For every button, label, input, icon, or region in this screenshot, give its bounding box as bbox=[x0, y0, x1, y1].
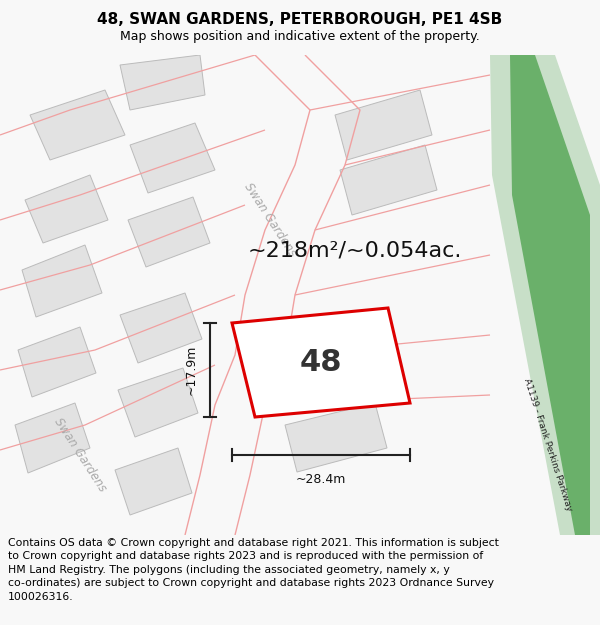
Polygon shape bbox=[128, 197, 210, 267]
Polygon shape bbox=[120, 293, 202, 363]
Text: 48, SWAN GARDENS, PETERBOROUGH, PE1 4SB: 48, SWAN GARDENS, PETERBOROUGH, PE1 4SB bbox=[97, 12, 503, 27]
Polygon shape bbox=[130, 123, 215, 193]
Polygon shape bbox=[30, 90, 125, 160]
Text: 48: 48 bbox=[300, 348, 343, 378]
Text: Map shows position and indicative extent of the property.: Map shows position and indicative extent… bbox=[120, 30, 480, 43]
Text: ~28.4m: ~28.4m bbox=[296, 473, 346, 486]
Polygon shape bbox=[25, 175, 108, 243]
Text: A1139 - Frank Perkins Parkway: A1139 - Frank Perkins Parkway bbox=[522, 378, 574, 512]
Text: Contains OS data © Crown copyright and database right 2021. This information is : Contains OS data © Crown copyright and d… bbox=[8, 538, 499, 602]
Text: ~17.9m: ~17.9m bbox=[185, 345, 198, 395]
Polygon shape bbox=[340, 145, 437, 215]
Polygon shape bbox=[15, 403, 90, 473]
Polygon shape bbox=[118, 368, 198, 437]
Text: ~218m²/~0.054ac.: ~218m²/~0.054ac. bbox=[248, 240, 462, 260]
Polygon shape bbox=[120, 55, 205, 110]
Polygon shape bbox=[22, 245, 102, 317]
Polygon shape bbox=[115, 448, 192, 515]
Polygon shape bbox=[18, 327, 96, 397]
Polygon shape bbox=[285, 403, 387, 472]
Polygon shape bbox=[290, 333, 392, 401]
Text: Swan Gardens: Swan Gardens bbox=[241, 181, 299, 259]
Polygon shape bbox=[510, 55, 590, 535]
Polygon shape bbox=[232, 308, 410, 417]
Polygon shape bbox=[490, 55, 600, 535]
Polygon shape bbox=[335, 90, 432, 160]
Text: Swan Gardens: Swan Gardens bbox=[52, 416, 109, 494]
